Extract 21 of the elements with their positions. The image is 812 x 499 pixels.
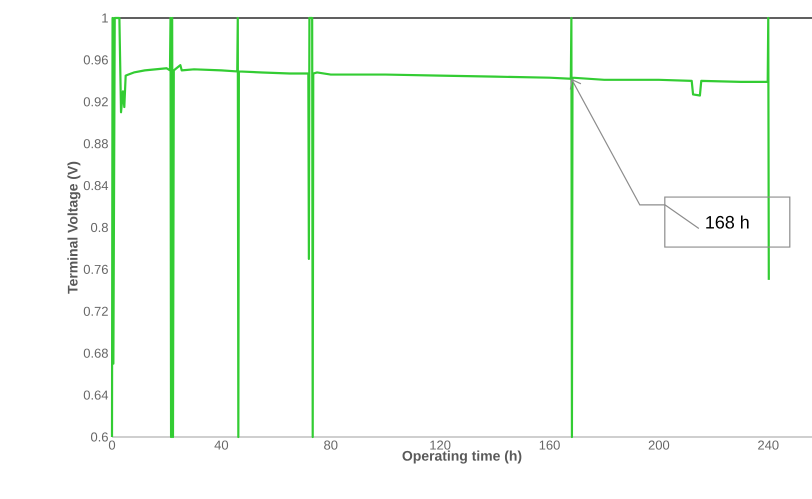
x-axis-title: Operating time (h)	[402, 450, 522, 464]
y-tick-label: 1	[102, 14, 108, 22]
x-tick-label: 80	[324, 440, 338, 450]
y-tick-label: 0.8	[90, 222, 108, 232]
x-tick-label: 200	[648, 440, 670, 450]
x-tick-label: 0	[108, 440, 116, 450]
y-tick-label: 0.96	[84, 55, 108, 64]
y-tick-label: 0.88	[84, 139, 108, 148]
y-tick-label: 0.92	[84, 97, 108, 106]
x-tick-label: 160	[540, 440, 560, 450]
y-axis-title: Terminal Voltage (V)	[67, 162, 80, 294]
y-tick-label: 0.68	[84, 348, 108, 358]
y-tick-label: 0.72	[84, 306, 108, 316]
x-tick-label: 40	[214, 440, 228, 450]
y-tick-label: 0.84	[84, 181, 108, 190]
annotation: 168 h	[706, 215, 749, 229]
x-tick-label: 120	[430, 440, 450, 450]
x-tick-label: 240	[758, 440, 779, 450]
y-tick-label: 0.76	[84, 264, 108, 274]
y-tick-label: 0.6	[90, 432, 108, 442]
y-tick-label: 0.64	[84, 390, 108, 400]
